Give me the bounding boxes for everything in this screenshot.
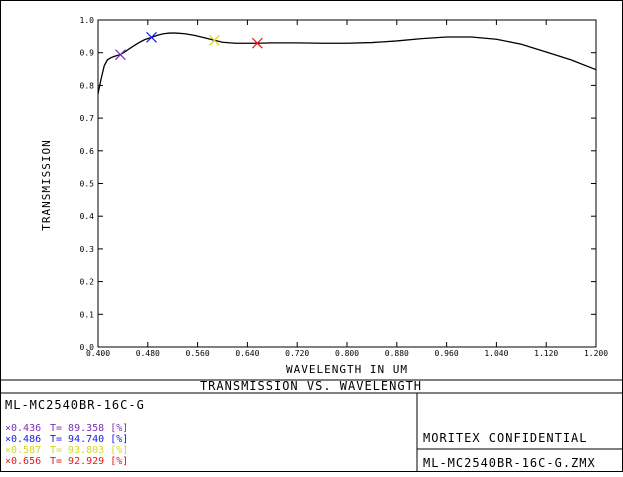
x-tick-label: 0.880 [385,349,409,358]
x-tick-label: 0.720 [285,349,309,358]
y-tick-label: 1.0 [80,16,95,25]
legend-wavelength: ×0.436 [5,423,41,434]
y-tick-label: 0.8 [80,81,95,90]
legend-wavelength: ×0.656 [5,456,41,467]
legend-wavelength: ×0.486 [5,434,41,445]
plot-area [97,19,597,348]
y-tick-label: 0.7 [80,114,95,123]
lens-name: ML-MC2540BR-16C-G [5,398,145,412]
x-tick-label: 0.800 [335,349,359,358]
legend-transmission-value: T= 92.929 [%] [50,456,128,467]
x-tick-label: 0.960 [435,349,459,358]
x-tick-label: 0.400 [86,349,110,358]
series-layer [97,32,597,94]
y-tick-label: 0.9 [80,49,95,58]
wavelength-marker [208,34,220,46]
x-tick-label: 1.200 [584,349,608,358]
chart-title: TRANSMISSION VS. WAVELENGTH [200,379,422,393]
marker-layer [114,31,263,61]
x-axis-ticks: 0.400 0.480 0.560 0.640 0.720 0.800 0.880 0.960… [86,20,608,358]
confidential-label: MORITEX CONFIDENTIAL [423,431,588,445]
x-tick-label: 0.560 [186,349,210,358]
legend-transmission-value: T= 94.740 [%] [50,434,128,445]
legend-transmission-value: T= 89.358 [%] [50,423,128,434]
x-tick-label: 0.640 [235,349,259,358]
transmission-curve [97,32,597,94]
wavelength-legend: ×0.436 T= 89.358 [%] ×0.486 T= 94.740 [%] ×0… [5,423,128,467]
legend-wavelength: ×0.587 [5,445,41,456]
x-axis-label: WAVELENGTH IN UM [286,363,408,376]
x-tick-label: 1.120 [534,349,558,358]
wavelength-marker [251,37,263,49]
wavelength-marker [114,49,126,61]
y-tick-label: 0.2 [80,278,95,287]
x-tick-label: 1.040 [484,349,508,358]
y-axis-ticks: 0.0 0.1 0.2 0.3 0.4 0.5 0.6 0.7 0.8 0.9 1.0 [80,16,596,352]
y-tick-label: 0.0 [80,343,95,352]
y-tick-label: 0.3 [80,245,95,254]
y-tick-label: 0.5 [80,180,95,189]
legend-transmission-value: T= 93.803 [%] [50,445,128,456]
y-tick-label: 0.1 [80,310,95,319]
y-axis-label: TRANSMISSION [40,139,53,230]
file-name: ML-MC2540BR-16C-G.ZMX [423,456,596,470]
wavelength-marker [146,31,157,43]
y-tick-label: 0.6 [80,147,95,156]
x-tick-label: 0.480 [136,349,160,358]
y-tick-label: 0.4 [80,212,95,221]
